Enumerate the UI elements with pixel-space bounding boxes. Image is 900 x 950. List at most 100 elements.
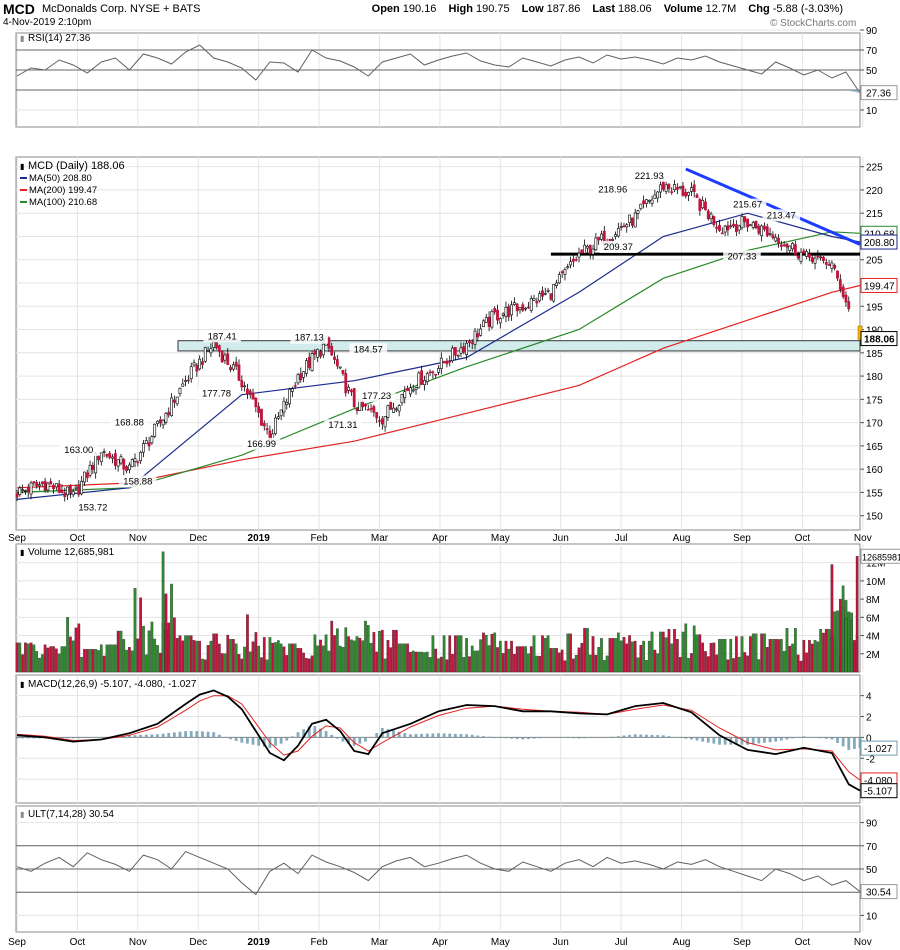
candle-body xyxy=(771,234,775,239)
candle-body xyxy=(15,493,19,498)
volume-bar xyxy=(18,642,22,673)
volume-bar xyxy=(38,657,41,673)
candle-body xyxy=(113,453,117,466)
volume-bar xyxy=(456,635,460,673)
macd-histogram-bar xyxy=(83,737,86,739)
volume-bar xyxy=(543,638,547,673)
candle-body xyxy=(299,373,303,380)
macd-histogram-bar xyxy=(690,737,693,740)
volume-bar xyxy=(740,636,744,673)
price-xaxis-month-label: Sep xyxy=(8,533,26,544)
volume-bar xyxy=(681,631,685,673)
volume-bar xyxy=(487,645,491,673)
volume-bar xyxy=(687,657,690,673)
candle-body xyxy=(577,252,581,258)
volume-bar xyxy=(71,640,75,673)
volume-bar xyxy=(206,645,210,673)
candle-body xyxy=(484,317,488,323)
volume-bar xyxy=(293,643,297,673)
candle-body xyxy=(66,486,69,496)
candle-body xyxy=(810,257,814,263)
volume-bar xyxy=(369,642,373,673)
volume-bar xyxy=(380,629,384,673)
volume-bar xyxy=(605,655,609,673)
volume-bar xyxy=(611,638,615,673)
volume-bar xyxy=(425,651,429,673)
candle-body xyxy=(364,403,367,407)
candle-body xyxy=(288,388,291,405)
candle-body xyxy=(63,492,67,498)
ma-value-label: 208.80 xyxy=(864,238,895,249)
macd-histogram-bar xyxy=(847,737,851,750)
candle-body xyxy=(122,458,126,470)
volume-bar xyxy=(591,636,595,673)
quote-date: 4-Nov-2019 2:10pm xyxy=(3,17,92,28)
candle-body xyxy=(442,361,446,363)
candle-body xyxy=(335,359,339,367)
price-tick-label: 160 xyxy=(866,465,883,476)
macd-histogram-bar xyxy=(824,737,828,739)
macd-histogram-bar xyxy=(99,737,103,738)
volume-bar xyxy=(414,651,418,673)
candle-body xyxy=(380,418,384,425)
volume-title: Volume 12,685,981 xyxy=(28,547,115,558)
volume-bar xyxy=(91,649,95,673)
candle-body xyxy=(431,371,435,374)
macd-histogram-bar xyxy=(802,736,806,738)
macd-histogram-bar xyxy=(403,733,407,738)
candle-body xyxy=(802,250,806,254)
candle-body xyxy=(156,420,159,424)
volume-bar xyxy=(684,623,688,673)
price-callout-bg xyxy=(349,343,388,356)
candle-body xyxy=(698,199,702,211)
volume-bar xyxy=(319,639,322,673)
candle-body xyxy=(282,400,286,413)
candle-body xyxy=(746,218,750,228)
macd-histogram-bar xyxy=(706,737,710,743)
candle-body xyxy=(574,258,578,261)
macd-histogram-bar xyxy=(431,733,435,738)
volume-bar xyxy=(782,650,786,673)
macd-histogram-bar xyxy=(251,737,255,745)
volume-bar xyxy=(102,655,106,673)
volume-bar xyxy=(310,655,314,673)
price-callout-bg xyxy=(599,240,638,253)
candle-body xyxy=(94,453,98,474)
candle-body xyxy=(209,348,213,354)
volume-bar xyxy=(794,628,797,673)
volume-bar xyxy=(454,635,457,673)
candle-body xyxy=(361,401,365,408)
candle-body xyxy=(774,237,778,242)
volume-bar xyxy=(796,654,800,673)
volume-bar xyxy=(552,648,556,673)
chg-value: -5.88 (-3.03%) xyxy=(772,3,843,15)
candle-body xyxy=(57,483,61,493)
candle-body xyxy=(816,255,820,258)
bottom-xaxis-month-label: 2019 xyxy=(248,937,271,948)
candle-body xyxy=(670,191,674,193)
price-xaxis-month-label: Oct xyxy=(70,533,86,544)
volume-bar xyxy=(527,653,530,673)
candle-body xyxy=(38,484,41,487)
candle-body xyxy=(203,347,207,362)
volume-bar xyxy=(735,636,738,673)
candle-body xyxy=(720,232,724,235)
candle-body xyxy=(622,225,626,228)
volume-bar xyxy=(46,647,50,673)
candle-body xyxy=(434,373,438,376)
candle-body xyxy=(223,354,227,361)
candle-body xyxy=(26,486,30,493)
candle-body xyxy=(293,385,297,387)
candle-body xyxy=(428,371,432,374)
volume-bar xyxy=(712,642,716,673)
candle-body xyxy=(125,466,128,472)
candle-body xyxy=(493,308,497,313)
volume-bar xyxy=(493,632,497,673)
candle-body xyxy=(504,306,508,317)
candle-body xyxy=(257,406,261,413)
low-value: 187.86 xyxy=(546,3,581,15)
macd-histogram-bar xyxy=(425,733,429,738)
volume-bar xyxy=(720,639,724,673)
macd-histogram-bar xyxy=(324,731,328,738)
macd-histogram-bar xyxy=(133,735,137,738)
